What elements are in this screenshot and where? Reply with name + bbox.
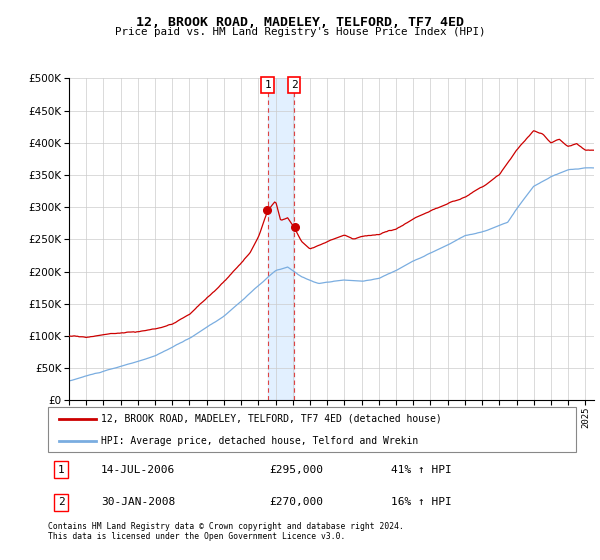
Text: 1: 1 bbox=[264, 80, 271, 90]
Text: 14-JUL-2006: 14-JUL-2006 bbox=[101, 465, 175, 475]
Text: HPI: Average price, detached house, Telford and Wrekin: HPI: Average price, detached house, Telf… bbox=[101, 436, 418, 446]
Text: £270,000: £270,000 bbox=[270, 497, 324, 507]
Text: 30-JAN-2008: 30-JAN-2008 bbox=[101, 497, 175, 507]
Bar bbox=[268, 78, 294, 400]
Text: 12, BROOK ROAD, MADELEY, TELFORD, TF7 4ED: 12, BROOK ROAD, MADELEY, TELFORD, TF7 4E… bbox=[136, 16, 464, 29]
Text: £295,000: £295,000 bbox=[270, 465, 324, 475]
Text: 2: 2 bbox=[58, 497, 65, 507]
Text: 1: 1 bbox=[58, 465, 65, 475]
Text: 41% ↑ HPI: 41% ↑ HPI bbox=[391, 465, 452, 475]
Text: 16% ↑ HPI: 16% ↑ HPI bbox=[391, 497, 452, 507]
Text: 12, BROOK ROAD, MADELEY, TELFORD, TF7 4ED (detached house): 12, BROOK ROAD, MADELEY, TELFORD, TF7 4E… bbox=[101, 414, 442, 424]
FancyBboxPatch shape bbox=[48, 407, 576, 452]
Text: Contains HM Land Registry data © Crown copyright and database right 2024.
This d: Contains HM Land Registry data © Crown c… bbox=[48, 522, 404, 542]
Text: 2: 2 bbox=[291, 80, 298, 90]
Text: Price paid vs. HM Land Registry's House Price Index (HPI): Price paid vs. HM Land Registry's House … bbox=[115, 27, 485, 37]
